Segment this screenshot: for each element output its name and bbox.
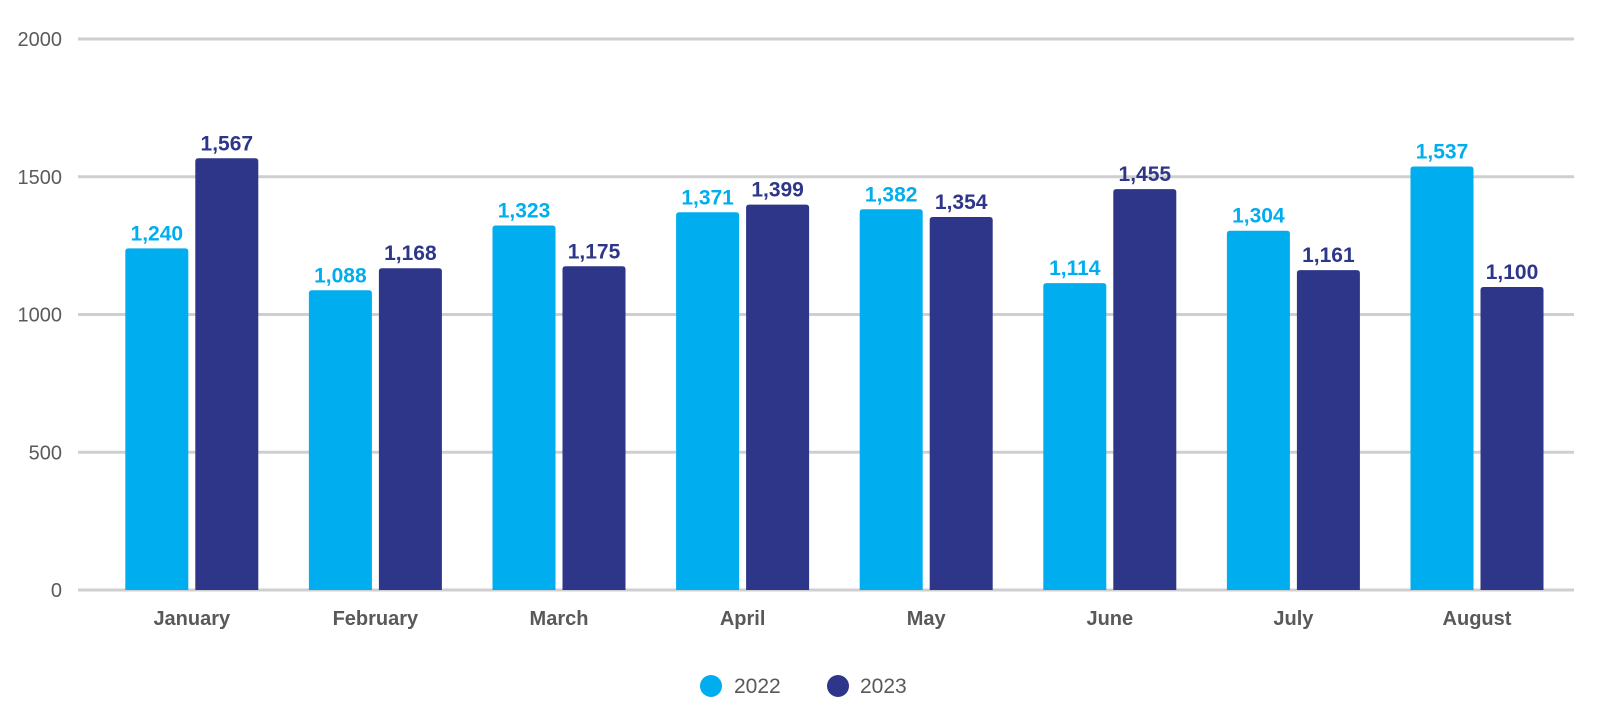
bar-2022-february (308, 290, 372, 590)
data-label-2022-july: 1,304 (1232, 205, 1285, 228)
y-tick-label: 2000 (18, 29, 63, 51)
x-tick-label-april: April (720, 608, 766, 630)
data-label-2022-april: 1,371 (681, 186, 734, 209)
data-label-2023-february: 1,168 (384, 242, 437, 265)
x-axis-categories: January February March April May June July Augu… (153, 608, 1511, 630)
data-label-2023-august: 1,100 (1486, 261, 1539, 284)
legend-swatch-2022 (700, 675, 722, 697)
data-label-2022-january: 1,240 (131, 222, 184, 245)
legend: 2022 2023 (700, 675, 907, 698)
bar-2022-august (1410, 166, 1474, 590)
y-tick-label: 1000 (18, 305, 63, 327)
bar-2023-february (378, 268, 442, 590)
data-label-2023-july: 1,161 (1302, 244, 1355, 267)
legend-swatch-2023 (827, 675, 849, 697)
x-tick-label-august: August (1443, 608, 1512, 630)
y-tick-label: 500 (29, 442, 62, 464)
bar-2023-june (1113, 189, 1177, 590)
x-tick-label-march: March (530, 608, 589, 630)
legend-label-2023: 2023 (860, 675, 907, 698)
x-tick-label-february: February (333, 608, 419, 630)
data-label-2022-february: 1,088 (314, 264, 367, 287)
data-label-2023-june: 1,455 (1119, 163, 1172, 186)
x-tick-label-july: July (1273, 608, 1314, 630)
x-tick-label-june: June (1086, 608, 1133, 630)
y-tick-label: 1500 (18, 167, 63, 189)
bar-2023-april (746, 204, 810, 590)
bar-2023-march (562, 266, 626, 590)
bar-2023-july (1296, 270, 1360, 590)
data-label-2023-march: 1,175 (568, 240, 621, 263)
legend-label-2022: 2022 (734, 675, 781, 698)
y-axis-ticks: 0 500 1000 1500 2000 (18, 29, 63, 602)
data-label-2022-august: 1,537 (1416, 141, 1469, 164)
y-tick-label: 0 (51, 580, 62, 602)
data-label-2022-may: 1,382 (865, 183, 918, 206)
data-label-2022-march: 1,323 (498, 200, 551, 223)
bar-2022-january (125, 248, 189, 590)
bar-2022-july (1226, 230, 1290, 591)
x-tick-label-january: January (153, 608, 231, 630)
bar-2022-march (492, 225, 556, 591)
data-label-2022-june: 1,114 (1049, 257, 1101, 280)
data-labels: 1,240 1,567 1,088 1,168 1,323 1,175 1,371 1,399… (131, 132, 1539, 287)
bar-2022-april (676, 212, 740, 591)
bar-2022-june (1043, 283, 1107, 590)
bar-2023-may (929, 216, 993, 590)
bar-2022-may (859, 209, 923, 590)
bars (125, 158, 1544, 591)
bar-2023-january (195, 158, 259, 590)
x-tick-label-may: May (907, 608, 947, 630)
data-label-2023-may: 1,354 (935, 191, 988, 214)
bar-2023-august (1480, 286, 1544, 590)
data-label-2023-january: 1,567 (201, 132, 254, 155)
data-label-2023-april: 1,399 (751, 179, 804, 202)
